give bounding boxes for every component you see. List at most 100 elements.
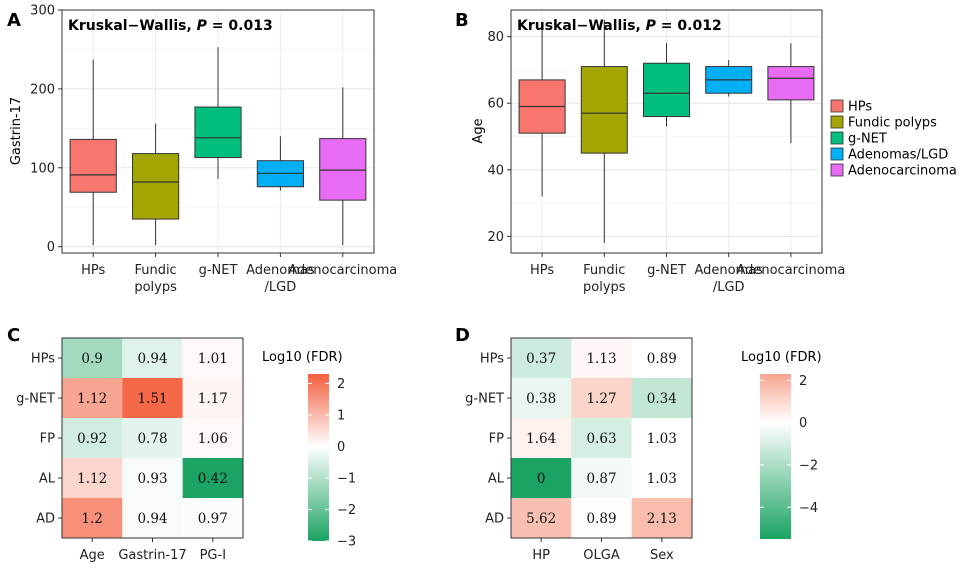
heatmap-cell [62, 458, 123, 498]
heatmap-cell [631, 338, 692, 378]
column-labels: HP OLGA Sex [532, 538, 674, 563]
cell-value: 0.92 [77, 431, 107, 447]
box [194, 106, 242, 159]
panel-label-a: A [7, 10, 21, 31]
x-ticks: HPs Fundic polyps g-NET Adenomas/LGD Adenocar… [530, 253, 845, 295]
cell-value: 0.93 [137, 471, 167, 487]
row-labels: HPs g-NET FP AL AD [16, 352, 62, 527]
heatmap-cells: 0.9 0.94 1.01 1.12 1.51 1.17 0.92 0.78 1.06 1.12 0… [62, 338, 243, 538]
colorbar [308, 374, 329, 541]
cell-value: 1.06 [198, 431, 228, 447]
x-tick-label: g-NET [199, 263, 238, 278]
row-label: g-NET [16, 392, 55, 407]
heatmap-cell [571, 498, 632, 538]
y-ticks: 20 40 60 80 [487, 30, 511, 245]
heatmap-cell [511, 458, 572, 498]
colorbar-label: −3 [337, 535, 356, 550]
colorbar-label: −1 [337, 471, 356, 486]
heatmap-cell [631, 458, 692, 498]
column-label: Gastrin-17 [118, 548, 186, 563]
heatmap-cell [182, 498, 243, 538]
panel-label-c: C [7, 325, 20, 346]
heatmap-cell [631, 418, 692, 458]
cell-value: 0.89 [586, 511, 616, 527]
x-tick-label: /LGD [265, 280, 297, 295]
boxes [69, 47, 367, 246]
heatmap-cell [182, 378, 243, 418]
heatmap-cell [122, 418, 183, 458]
y-tick-label: 0 [47, 240, 55, 255]
heatmap-cell [62, 498, 123, 538]
heatmap-cell [571, 338, 632, 378]
cell-value: 1.2 [81, 511, 102, 527]
heatmap-cell [62, 338, 123, 378]
colorbar-label: −2 [799, 458, 818, 473]
heatmap-cell [182, 418, 243, 458]
colorbar-label: 2 [799, 374, 807, 389]
box [319, 138, 367, 201]
y-axis-label: Age [471, 118, 486, 143]
cell-value: 1.27 [586, 391, 616, 407]
cell-value: 0.34 [647, 391, 677, 407]
cell-value: 0.9 [81, 351, 102, 367]
row-label: FP [40, 432, 55, 447]
heatmap-cell [511, 498, 572, 538]
cell-value: 0.37 [526, 351, 556, 367]
cell-value: 1.12 [77, 391, 107, 407]
heatmap-c: 0.9 0.94 1.01 1.12 1.51 1.17 0.92 0.78 1.06 1.12 0… [16, 337, 356, 563]
heatmap-cell [122, 498, 183, 538]
x-tick-label: /LGD [713, 280, 745, 295]
colorbar-label: 1 [337, 408, 345, 423]
cell-value: 0.38 [526, 391, 556, 407]
column-label: PG-I [200, 548, 226, 563]
box [767, 66, 815, 101]
row-label: FP [489, 432, 504, 447]
colorbar-label: 0 [337, 440, 345, 455]
box [69, 138, 117, 193]
y-tick-label: 80 [487, 30, 504, 45]
colorbar-title: Log10 (FDR) [262, 350, 343, 365]
x-tick-label: Adenomas [694, 263, 763, 278]
box [642, 62, 691, 118]
heatmap-cells: 0.37 1.13 0.89 0.38 1.27 0.34 1.64 0.63 1.03 0 0.8… [511, 338, 692, 538]
heatmap-cell [62, 378, 123, 418]
boxes [518, 19, 815, 244]
y-tick-label: 20 [487, 230, 504, 245]
x-tick-label: HPs [81, 263, 105, 278]
heatmap-cell [511, 418, 572, 458]
colorbar-label: −4 [799, 501, 818, 516]
heatmap-cell [122, 458, 183, 498]
box [132, 153, 180, 220]
cell-value: 5.62 [526, 511, 556, 527]
colorbar-legend: Log10 (FDR) 2 0 −2 −4 [741, 350, 822, 539]
legend-label: g-NET [848, 132, 887, 147]
heatmap-cell [122, 378, 183, 418]
cell-value: 0.42 [198, 471, 228, 487]
chart-title: Kruskal−Wallis, P = 0.013 [68, 18, 273, 34]
x-tick-label: Fundic [134, 263, 176, 278]
cell-value: 1.03 [647, 431, 677, 447]
y-tick-label: 300 [30, 4, 55, 19]
legend-label: Fundic polyps [848, 116, 937, 131]
legend-swatch [830, 115, 844, 129]
column-labels: Age Gastrin-17 PG-I [80, 538, 226, 563]
cell-value: 0.94 [137, 511, 167, 527]
x-tick-label: HPs [530, 263, 554, 278]
heatmap-cell [511, 378, 572, 418]
cell-value: 0.97 [198, 511, 228, 527]
y-axis-label: Gastrin-17 [9, 97, 24, 165]
y-tick-label: 200 [30, 82, 55, 97]
heatmap-cell [182, 338, 243, 378]
colorbar-label: 2 [337, 377, 345, 392]
heatmap-cell [571, 458, 632, 498]
heatmap-cell [511, 338, 572, 378]
column-label: Sex [650, 548, 674, 563]
panel-label-b: B [455, 10, 469, 31]
boxplot-gastrin: Kruskal−Wallis, P = 0.013 0 100 200 300 HPs… [9, 4, 397, 296]
legend-label: HPs [848, 100, 872, 115]
cell-value: 1.64 [526, 431, 556, 447]
x-tick-label: g-NET [647, 263, 686, 278]
heatmap-cell [571, 378, 632, 418]
